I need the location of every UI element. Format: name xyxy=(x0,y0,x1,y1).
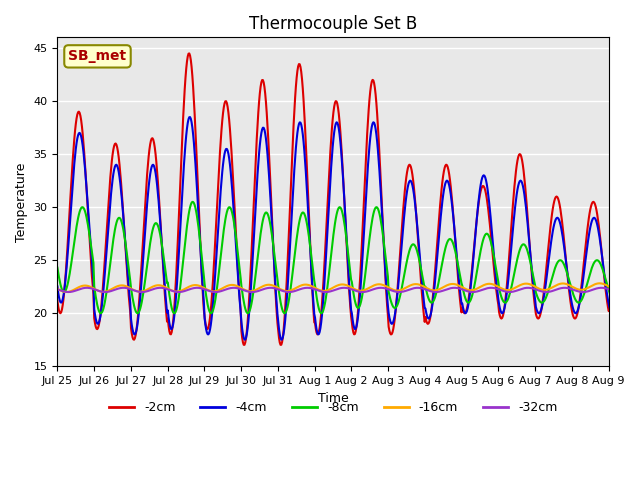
-32cm xyxy=(285,289,293,295)
-4cm xyxy=(414,229,422,235)
Text: SB_met: SB_met xyxy=(68,49,127,63)
-32cm xyxy=(414,285,422,291)
-8cm xyxy=(123,247,131,253)
-16cm xyxy=(260,283,268,288)
-8cm xyxy=(447,236,454,242)
-2cm xyxy=(414,233,422,239)
-2cm xyxy=(54,298,61,304)
-32cm xyxy=(260,286,268,292)
-4cm xyxy=(186,114,194,120)
-32cm xyxy=(447,285,454,291)
-2cm xyxy=(447,184,454,190)
-2cm xyxy=(276,342,284,348)
-8cm xyxy=(232,229,239,235)
Line: -2cm: -2cm xyxy=(58,53,640,345)
-4cm xyxy=(54,284,61,289)
Line: -16cm: -16cm xyxy=(58,283,640,292)
-2cm xyxy=(260,84,268,90)
-32cm xyxy=(123,285,131,291)
-8cm xyxy=(317,311,325,316)
-16cm xyxy=(63,289,70,295)
-32cm xyxy=(303,285,311,291)
-16cm xyxy=(446,281,454,287)
-4cm xyxy=(123,255,131,261)
-16cm xyxy=(632,280,640,286)
-16cm xyxy=(413,281,421,287)
-2cm xyxy=(186,50,193,56)
-32cm xyxy=(282,289,290,295)
-2cm xyxy=(284,263,291,269)
-4cm xyxy=(447,191,454,197)
Y-axis label: Temperature: Temperature xyxy=(15,162,28,241)
Legend: -2cm, -4cm, -8cm, -16cm, -32cm: -2cm, -4cm, -8cm, -16cm, -32cm xyxy=(104,396,563,420)
-4cm xyxy=(260,127,268,132)
Line: -4cm: -4cm xyxy=(58,117,640,340)
-32cm xyxy=(230,285,238,291)
-4cm xyxy=(284,288,291,293)
-8cm xyxy=(414,251,422,256)
-4cm xyxy=(232,233,239,239)
Title: Thermocouple Set B: Thermocouple Set B xyxy=(249,15,417,33)
-16cm xyxy=(283,288,291,294)
-32cm xyxy=(54,287,61,292)
Line: -32cm: -32cm xyxy=(58,288,640,292)
X-axis label: Time: Time xyxy=(317,392,348,405)
-2cm xyxy=(232,219,239,225)
-4cm xyxy=(278,337,285,343)
-16cm xyxy=(124,284,131,289)
-8cm xyxy=(189,199,196,205)
Line: -8cm: -8cm xyxy=(58,202,640,313)
-8cm xyxy=(260,212,268,217)
-16cm xyxy=(54,286,61,292)
-16cm xyxy=(232,283,239,288)
-8cm xyxy=(54,265,61,271)
-8cm xyxy=(283,307,291,313)
-2cm xyxy=(123,261,131,266)
